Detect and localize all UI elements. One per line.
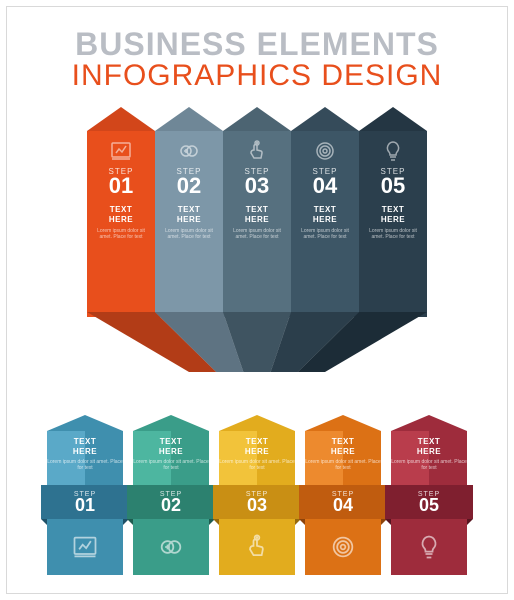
lorem-text: Lorem ipsum dolor sit amet. Place for te… bbox=[93, 228, 149, 241]
title-line-2: INFOGRAPHICS DESIGN bbox=[34, 59, 480, 93]
arrow-shaft: STEP 02 TEXTHERE Lorem ipsum dolor sit a… bbox=[155, 131, 223, 317]
arrow-shaft: STEP 04 TEXTHERE Lorem ipsum dolor sit a… bbox=[291, 131, 359, 317]
arrow-head bbox=[291, 107, 359, 131]
text-heading: TEXTHERE bbox=[305, 437, 381, 456]
step-number: 04 bbox=[299, 496, 387, 514]
a-column-04: STEP 04 TEXTHERE Lorem ipsum dolor sit a… bbox=[291, 107, 359, 317]
lower-panel bbox=[219, 519, 295, 575]
step-number: 03 bbox=[229, 175, 285, 197]
step-band: STEP 02 bbox=[127, 485, 215, 519]
arrow-head bbox=[305, 415, 381, 431]
step-label: STEP bbox=[229, 167, 285, 176]
lorem-text: Lorem ipsum dolor sit amet. Place for te… bbox=[161, 228, 217, 241]
step-label: STEP bbox=[161, 167, 217, 176]
hand-icon bbox=[243, 533, 271, 561]
arrow-head bbox=[87, 107, 155, 131]
upper-panel: TEXTHERE Lorem ipsum dolor sit amet. Pla… bbox=[47, 431, 123, 485]
step-number: 05 bbox=[385, 496, 473, 514]
text-heading: TEXTHERE bbox=[229, 205, 285, 224]
b-column-01: TEXTHERE Lorem ipsum dolor sit amet. Pla… bbox=[47, 415, 123, 595]
step-label: STEP bbox=[385, 491, 473, 498]
lorem-text: Lorem ipsum dolor sit amet. Place for te… bbox=[365, 228, 421, 241]
bulb-icon bbox=[415, 533, 443, 561]
text-heading: TEXTHERE bbox=[161, 205, 217, 224]
upper-panel: TEXTHERE Lorem ipsum dolor sit amet. Pla… bbox=[219, 431, 295, 485]
text-heading: TEXTHERE bbox=[93, 205, 149, 224]
upper-panel: TEXTHERE Lorem ipsum dolor sit amet. Pla… bbox=[391, 431, 467, 485]
target-icon bbox=[297, 137, 353, 165]
bulb-icon bbox=[365, 137, 421, 165]
lorem-text: Lorem ipsum dolor sit amet. Place for te… bbox=[305, 459, 381, 472]
step-label: STEP bbox=[297, 167, 353, 176]
hand-icon bbox=[229, 137, 285, 165]
chart-icon bbox=[71, 533, 99, 561]
coins-icon bbox=[161, 137, 217, 165]
arrow-shaft: STEP 05 TEXTHERE Lorem ipsum dolor sit a… bbox=[359, 131, 427, 317]
lorem-text: Lorem ipsum dolor sit amet. Place for te… bbox=[219, 459, 295, 472]
step-label: STEP bbox=[41, 491, 129, 498]
upper-panel: TEXTHERE Lorem ipsum dolor sit amet. Pla… bbox=[305, 431, 381, 485]
step-band: STEP 05 bbox=[385, 485, 473, 519]
a-column-03: STEP 03 TEXTHERE Lorem ipsum dolor sit a… bbox=[223, 107, 291, 317]
text-heading: TEXTHERE bbox=[219, 437, 295, 456]
step-label: STEP bbox=[365, 167, 421, 176]
step-number: 02 bbox=[161, 175, 217, 197]
step-label: STEP bbox=[213, 491, 301, 498]
b-column-02: TEXTHERE Lorem ipsum dolor sit amet. Pla… bbox=[133, 415, 209, 595]
text-heading: TEXTHERE bbox=[47, 437, 123, 456]
arrow-shaft: STEP 01 TEXTHERE Lorem ipsum dolor sit a… bbox=[87, 131, 155, 317]
step-number: 05 bbox=[365, 175, 421, 197]
lorem-text: Lorem ipsum dolor sit amet. Place for te… bbox=[297, 228, 353, 241]
arrow-head bbox=[391, 415, 467, 431]
infographic-a: STEP 01 TEXTHERE Lorem ipsum dolor sit a… bbox=[87, 107, 427, 387]
arrow-head bbox=[133, 415, 209, 431]
step-label: STEP bbox=[127, 491, 215, 498]
infographic-b: TEXTHERE Lorem ipsum dolor sit amet. Pla… bbox=[47, 415, 467, 595]
lower-panel bbox=[391, 519, 467, 575]
step-label: STEP bbox=[93, 167, 149, 176]
upper-panel: TEXTHERE Lorem ipsum dolor sit amet. Pla… bbox=[133, 431, 209, 485]
lorem-text: Lorem ipsum dolor sit amet. Place for te… bbox=[229, 228, 285, 241]
step-label: STEP bbox=[299, 491, 387, 498]
text-heading: TEXTHERE bbox=[391, 437, 467, 456]
a-column-02: STEP 02 TEXTHERE Lorem ipsum dolor sit a… bbox=[155, 107, 223, 317]
arrow-shaft: STEP 03 TEXTHERE Lorem ipsum dolor sit a… bbox=[223, 131, 291, 317]
chart-icon bbox=[93, 137, 149, 165]
step-number: 02 bbox=[127, 496, 215, 514]
lorem-text: Lorem ipsum dolor sit amet. Place for te… bbox=[133, 459, 209, 472]
lorem-text: Lorem ipsum dolor sit amet. Place for te… bbox=[391, 459, 467, 472]
target-icon bbox=[329, 533, 357, 561]
title-line-1: BUSINESS ELEMENTS bbox=[34, 26, 480, 63]
b-column-03: TEXTHERE Lorem ipsum dolor sit amet. Pla… bbox=[219, 415, 295, 595]
arrow-head bbox=[219, 415, 295, 431]
step-band: STEP 04 bbox=[299, 485, 387, 519]
arrow-head bbox=[47, 415, 123, 431]
step-number: 01 bbox=[93, 175, 149, 197]
text-heading: TEXTHERE bbox=[133, 437, 209, 456]
lower-panel bbox=[47, 519, 123, 575]
arrow-head bbox=[359, 107, 427, 131]
step-number: 04 bbox=[297, 175, 353, 197]
step-band: STEP 03 bbox=[213, 485, 301, 519]
step-band: STEP 01 bbox=[41, 485, 129, 519]
b-column-05: TEXTHERE Lorem ipsum dolor sit amet. Pla… bbox=[391, 415, 467, 595]
lower-panel bbox=[133, 519, 209, 575]
a-column-01: STEP 01 TEXTHERE Lorem ipsum dolor sit a… bbox=[87, 107, 155, 317]
text-heading: TEXTHERE bbox=[297, 205, 353, 224]
b-column-04: TEXTHERE Lorem ipsum dolor sit amet. Pla… bbox=[305, 415, 381, 595]
a-column-05: STEP 05 TEXTHERE Lorem ipsum dolor sit a… bbox=[359, 107, 427, 317]
lorem-text: Lorem ipsum dolor sit amet. Place for te… bbox=[47, 459, 123, 472]
arrow-head bbox=[223, 107, 291, 131]
step-number: 03 bbox=[213, 496, 301, 514]
coins-icon bbox=[157, 533, 185, 561]
text-heading: TEXTHERE bbox=[365, 205, 421, 224]
lower-panel bbox=[305, 519, 381, 575]
step-number: 01 bbox=[41, 496, 129, 514]
arrow-head bbox=[155, 107, 223, 131]
